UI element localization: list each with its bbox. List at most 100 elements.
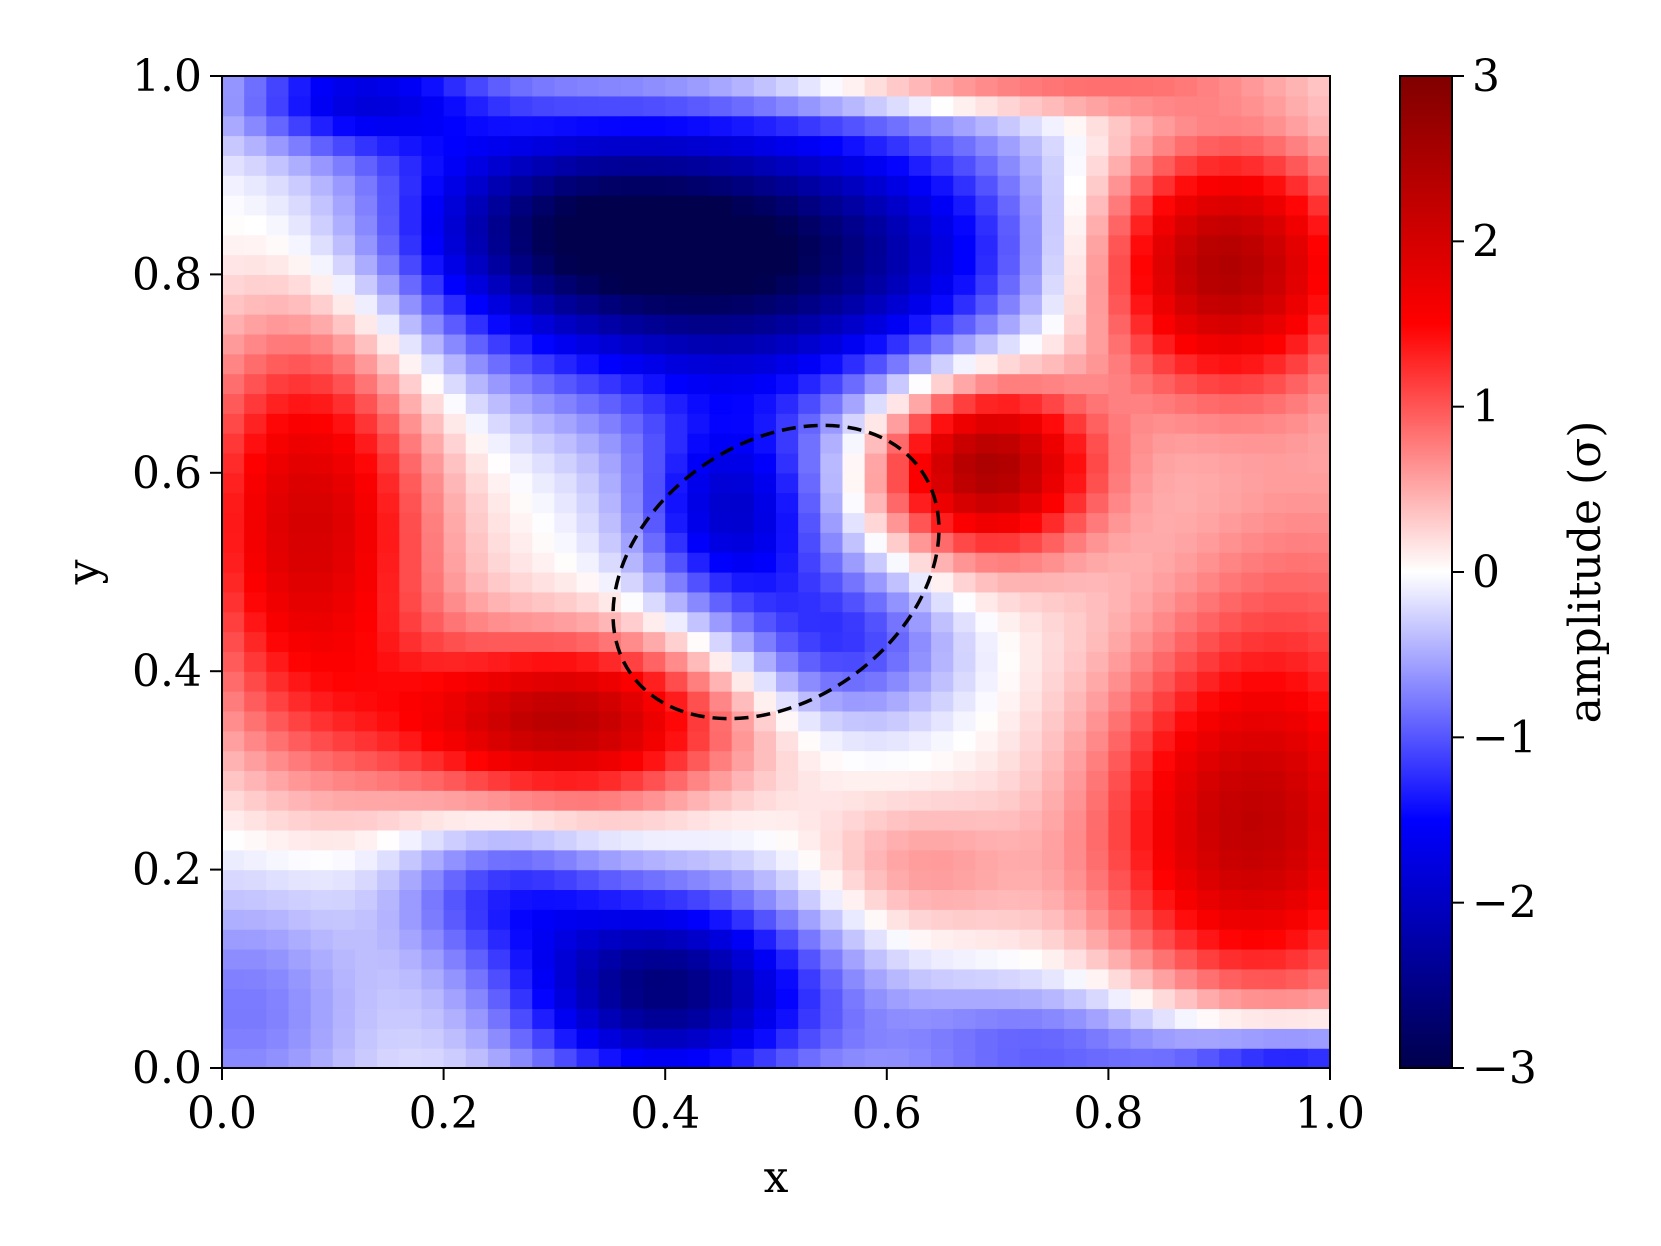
heatmap-cell [1108, 770, 1132, 791]
heatmap-cell [222, 135, 245, 156]
heatmap-cell [1019, 452, 1043, 474]
heatmap-cell [1064, 750, 1087, 771]
heatmap-cell [665, 948, 688, 970]
heatmap-cell [1108, 433, 1132, 454]
heatmap-cell [842, 750, 866, 771]
heatmap-cell [908, 333, 932, 355]
heatmap-cell [620, 810, 644, 831]
heatmap-cell [665, 413, 688, 434]
heatmap-cell [266, 631, 290, 652]
heatmap-cell [576, 889, 600, 910]
heatmap-cell [1108, 314, 1132, 335]
heatmap-cell [1241, 889, 1265, 910]
heatmap-cell [687, 552, 711, 573]
heatmap-cell [975, 750, 999, 771]
heatmap-cell [1197, 869, 1220, 891]
heatmap-cell [908, 532, 932, 553]
heatmap-cell [997, 214, 1021, 236]
heatmap-cell [1041, 988, 1065, 1010]
heatmap-cell [820, 214, 844, 236]
heatmap-cell [1041, 770, 1065, 791]
heatmap-cell [377, 195, 400, 216]
heatmap-cell [709, 651, 733, 672]
heatmap-cell [687, 274, 711, 295]
heatmap-cell [1263, 234, 1287, 256]
heatmap-cell [399, 115, 423, 137]
heatmap-cell [620, 1008, 644, 1029]
heatmap-cell [1307, 671, 1330, 692]
heatmap-cell [532, 1008, 555, 1029]
heatmap-cell [288, 572, 312, 593]
heatmap-cell [354, 155, 378, 176]
heatmap-cell [465, 651, 489, 672]
heatmap-cell [1108, 532, 1132, 553]
heatmap-cell [244, 1048, 267, 1068]
heatmap-cell [643, 829, 666, 851]
heatmap-cell [886, 790, 910, 811]
heatmap-cell [820, 413, 844, 434]
heatmap-cell [953, 810, 977, 831]
heatmap-cell [1019, 373, 1043, 395]
heatmap-cell [1041, 214, 1065, 236]
heatmap-cell [1019, 195, 1043, 216]
heatmap-cell [1064, 790, 1087, 811]
heatmap-cell [354, 353, 378, 375]
heatmap-cell [687, 691, 711, 712]
heatmap-cell [244, 472, 267, 494]
heatmap-cell [288, 710, 312, 732]
heatmap-cell [643, 710, 666, 732]
heatmap-cell [1152, 452, 1176, 474]
heatmap-cell [487, 353, 511, 375]
heatmap-cell [798, 115, 821, 137]
heatmap-cell [643, 591, 666, 613]
heatmap-cell [1041, 433, 1065, 454]
heatmap-cell [908, 611, 932, 633]
heatmap-cell [753, 274, 777, 295]
heatmap-cell [532, 611, 555, 633]
heatmap-cell [1130, 929, 1154, 950]
heatmap-cell [620, 849, 644, 871]
heatmap-cell [487, 770, 511, 791]
heatmap-cell [554, 512, 578, 533]
heatmap-cell [288, 889, 312, 910]
heatmap-cell [931, 710, 954, 732]
heatmap-cell [1064, 671, 1087, 692]
heatmap-cell [798, 1048, 821, 1068]
heatmap-cell [776, 294, 799, 315]
heatmap-cell [731, 214, 755, 236]
heatmap-cell [1019, 234, 1043, 256]
heatmap-cell [1041, 849, 1065, 871]
heatmap-cell [598, 988, 622, 1010]
heatmap-cell [1197, 452, 1220, 474]
heatmap-cell [908, 691, 932, 712]
heatmap-cell [620, 76, 644, 97]
heatmap-cell [377, 532, 400, 553]
heatmap-cell [953, 175, 977, 196]
heatmap-cell [1241, 532, 1265, 553]
heatmap-cell [377, 849, 400, 871]
heatmap-cell [820, 1028, 844, 1049]
heatmap-cell [266, 591, 290, 613]
heatmap-cell [487, 869, 511, 891]
heatmap-cell [886, 849, 910, 871]
heatmap-cell [487, 314, 511, 335]
heatmap-cell [554, 254, 578, 275]
heatmap-cell [510, 254, 533, 275]
heatmap-cell [975, 651, 999, 672]
heatmap-cell [1041, 492, 1065, 514]
heatmap-cell [997, 492, 1021, 514]
heatmap-cell [953, 631, 977, 652]
heatmap-cell [244, 810, 267, 831]
heatmap-cell [1064, 948, 1087, 970]
heatmap-cell [222, 790, 245, 811]
heatmap-cell [1019, 413, 1043, 434]
heatmap-cell [709, 710, 733, 732]
heatmap-cell [1263, 314, 1287, 335]
heatmap-cell [931, 95, 954, 117]
heatmap-cell [443, 274, 467, 295]
heatmap-cell [687, 333, 711, 355]
heatmap-cell [399, 234, 423, 256]
heatmap-cell [753, 591, 777, 613]
heatmap-cell [798, 314, 821, 335]
heatmap-cell [687, 988, 711, 1010]
